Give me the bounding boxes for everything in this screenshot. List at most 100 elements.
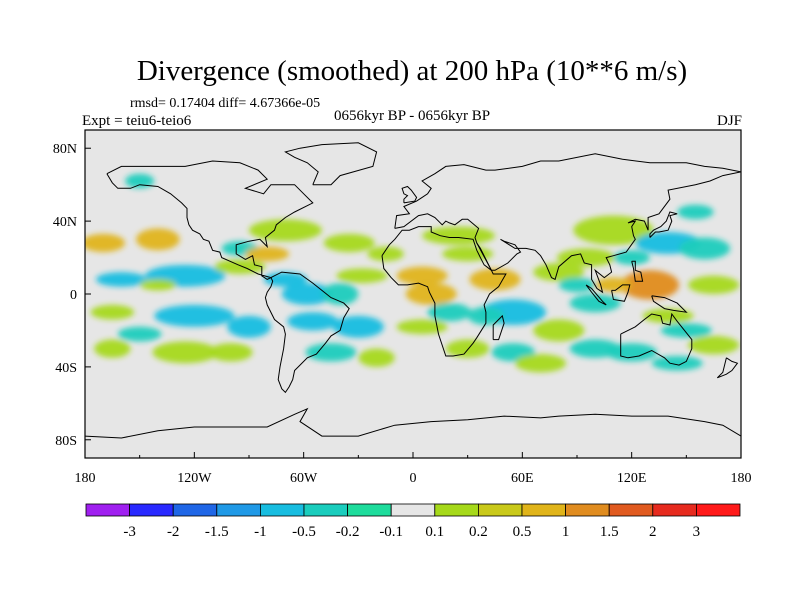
divergence-cell bbox=[245, 246, 290, 262]
colorbar-label: -1 bbox=[254, 524, 267, 540]
colorbar-swatch bbox=[216, 503, 261, 517]
divergence-cell bbox=[367, 246, 404, 262]
y-tick-label: 0 bbox=[70, 288, 77, 303]
divergence-cell bbox=[556, 248, 616, 267]
colorbar-swatch bbox=[477, 503, 523, 517]
coastline-eurasia bbox=[394, 153, 741, 229]
divergence-cell bbox=[208, 343, 253, 362]
divergence-cell bbox=[613, 250, 650, 265]
center-label: 0656kyr BP - 0656kyr BP bbox=[334, 108, 490, 124]
divergence-cell bbox=[679, 237, 731, 260]
coastline-new-guinea bbox=[651, 295, 688, 313]
divergence-cell bbox=[85, 233, 126, 253]
colorbar-label: 3 bbox=[693, 524, 701, 540]
coastline-borneo bbox=[611, 284, 631, 302]
divergence-cell bbox=[249, 219, 322, 242]
divergence-cell bbox=[427, 303, 472, 322]
colorbar-swatch bbox=[390, 503, 436, 517]
x-tick-label: 180 bbox=[75, 471, 96, 486]
coastline-arabia bbox=[476, 242, 492, 271]
divergence-cell bbox=[660, 323, 712, 338]
right-label: DJF bbox=[717, 113, 742, 129]
plot-area: 180 120W 60W 0 60E 120E 180 80N 40N 0 40S 80S bbox=[53, 129, 752, 486]
coastline-africa bbox=[381, 226, 507, 357]
colorbar-swatch bbox=[259, 503, 305, 517]
divergence-cell bbox=[569, 339, 621, 358]
colorbar-swatch bbox=[652, 503, 697, 517]
x-tick-label: 120E bbox=[617, 471, 647, 486]
divergence-cell bbox=[396, 266, 448, 285]
coastline-australia bbox=[620, 312, 693, 366]
chart-title: Divergence (smoothed) at 200 hPa (10**6 … bbox=[137, 55, 687, 87]
divergence-cell bbox=[154, 304, 235, 327]
divergence-cell bbox=[677, 204, 714, 220]
divergence-field bbox=[85, 173, 740, 373]
coastline-greenland bbox=[284, 142, 378, 186]
colorbar-swatch bbox=[129, 503, 174, 517]
divergence-cell bbox=[569, 294, 621, 313]
divergence-cell bbox=[533, 319, 585, 342]
x-axis: 180 120W 60W 0 60E 120E 180 bbox=[75, 452, 752, 486]
divergence-cell bbox=[95, 272, 147, 287]
colorbar-label: 0.2 bbox=[469, 524, 488, 540]
y-tick-label: 40S bbox=[55, 361, 77, 376]
colorbar: -3 -2 -1.5 -1 -0.5 -0.2 -0.1 0.1 0.2 0.5 1 1.5 2 3 bbox=[85, 503, 741, 540]
divergence-cell bbox=[642, 308, 694, 324]
colorbar-swatch bbox=[565, 503, 610, 517]
divergence-cell bbox=[305, 343, 357, 362]
divergence-cell bbox=[323, 233, 375, 253]
divergence-cell bbox=[90, 304, 135, 320]
x-tick-label: 120W bbox=[177, 471, 212, 486]
divergence-cell bbox=[287, 312, 339, 331]
divergence-cell bbox=[117, 326, 162, 342]
coastline-sumatra-borneo bbox=[585, 284, 607, 306]
divergence-cell bbox=[136, 228, 180, 251]
coastline-antarctica bbox=[85, 407, 741, 439]
coastline-south-america bbox=[264, 271, 350, 394]
x-tick-label: 60E bbox=[511, 471, 534, 486]
divergence-cell bbox=[558, 277, 596, 293]
colorbar-swatch bbox=[172, 503, 218, 517]
stats-text: rmsd= 0.17404 diff= 4.67366e-05 bbox=[130, 96, 320, 111]
divergence-cell bbox=[573, 215, 654, 245]
divergence-cell bbox=[533, 263, 585, 282]
coastline-eurasia-south bbox=[394, 171, 741, 294]
colorbar-label: 1 bbox=[562, 524, 570, 540]
colorbar-label: 0.5 bbox=[513, 524, 532, 540]
divergence-cell bbox=[125, 173, 155, 189]
divergence-cell bbox=[227, 315, 271, 338]
coastline-new-zealand bbox=[716, 357, 739, 379]
divergence-cell bbox=[651, 355, 703, 371]
divergence-cell bbox=[94, 339, 131, 358]
divergence-cell bbox=[422, 226, 495, 245]
colorbar-swatch bbox=[521, 503, 566, 517]
y-tick-label: 40N bbox=[53, 215, 77, 230]
divergence-cell bbox=[405, 283, 457, 305]
divergence-cell bbox=[139, 279, 177, 291]
divergence-cell bbox=[214, 259, 266, 274]
divergence-cell bbox=[332, 315, 384, 338]
colorbar-label: 1.5 bbox=[600, 524, 619, 540]
divergence-cell bbox=[469, 268, 521, 291]
divergence-cell bbox=[515, 354, 567, 373]
y-tick-label: 80S bbox=[55, 434, 77, 449]
colorbar-label: -0.1 bbox=[379, 524, 403, 540]
divergence-cell bbox=[358, 348, 395, 367]
divergence-cell bbox=[445, 339, 490, 358]
y-tick-label: 80N bbox=[53, 142, 77, 157]
divergence-cell bbox=[595, 277, 632, 293]
divergence-cell bbox=[321, 283, 359, 305]
x-tick-label: 180 bbox=[731, 471, 752, 486]
divergence-cell bbox=[688, 275, 740, 294]
colorbar-swatch bbox=[347, 503, 392, 517]
divergence-cell bbox=[688, 335, 740, 355]
x-tick-label: 60W bbox=[290, 471, 318, 486]
colorbar-swatch bbox=[85, 503, 130, 517]
left-label: Expt = teiu6-teio6 bbox=[82, 113, 192, 129]
coastline-uk bbox=[401, 185, 418, 204]
colorbar-swatch bbox=[303, 503, 348, 517]
coastline-japan bbox=[649, 211, 678, 238]
colorbar-label: -0.5 bbox=[292, 524, 316, 540]
divergence-cell bbox=[336, 268, 388, 284]
